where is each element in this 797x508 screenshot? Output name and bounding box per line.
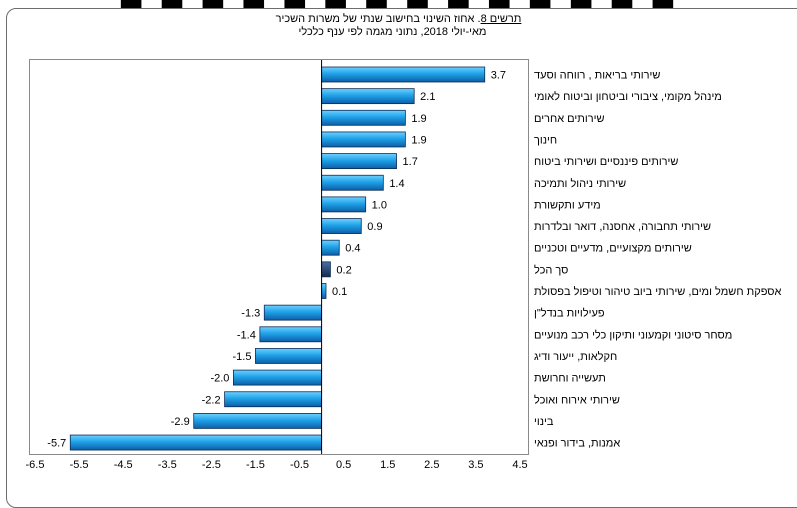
bar bbox=[255, 348, 322, 364]
x-tick-label: 4.5 bbox=[512, 459, 527, 470]
category-label: אמנות, בידור ופנאי bbox=[534, 438, 620, 450]
value-label: 0.9 bbox=[367, 221, 382, 233]
bar bbox=[321, 88, 415, 105]
category-label: שירותי תחבורה, אחסנה, דואר ובלדרות bbox=[534, 220, 711, 233]
x-tick-label: -3.5 bbox=[158, 459, 177, 470]
value-label: 0.2 bbox=[336, 264, 351, 276]
bar bbox=[321, 66, 486, 83]
value-label: 1.9 bbox=[411, 113, 426, 125]
x-tick-label: -4.5 bbox=[114, 459, 133, 470]
x-axis-ticks-layer: -6.5 -5.5 -4.5 -3.5 -2.5 -1.5 -0.5 0.5 1.5 2.5 3.5… bbox=[26, 459, 528, 470]
x-tick-label: 0.5 bbox=[336, 459, 351, 470]
bar-total bbox=[321, 261, 331, 278]
category-label: מסחר סיטוני וקמעוני ותיקון כלי רכב מנועי… bbox=[534, 328, 732, 341]
category-label: פעילויות בנדל"ן bbox=[534, 307, 605, 320]
x-tick-label: -0.5 bbox=[290, 459, 309, 470]
cropped-heading-fragment: ■ ■ ■ ■ ■ ■ ■ ■ ■ ■ ■ ■ ■ ■ bbox=[0, 0, 797, 11]
bar bbox=[321, 174, 384, 191]
bar bbox=[321, 283, 327, 299]
bar bbox=[321, 196, 367, 213]
category-labels-layer: שירותי בריאות , רווחה וסעד מינהל מקומי, צ… bbox=[534, 70, 782, 450]
value-label: -2.2 bbox=[202, 394, 221, 406]
value-label: 1.0 bbox=[372, 199, 387, 211]
bars-layer bbox=[69, 60, 486, 454]
category-label: מידע ותקשורת bbox=[534, 199, 601, 211]
category-label: אספקת חשמל ומים, שירותי ביוב טיהור וטיפו… bbox=[534, 285, 782, 298]
bar bbox=[321, 109, 406, 126]
value-labels-layer: 3.7 2.1 1.9 1.9 1.7 1.41.0 0.9 0.4 0.2 0.1 -1.3 -1.… bbox=[47, 70, 506, 450]
value-label: -2.0 bbox=[210, 373, 229, 385]
category-label: מינהל מקומי, ציבורי וביטחון וביטוח לאומי bbox=[534, 90, 722, 103]
value-label: -1.5 bbox=[232, 351, 251, 363]
category-label: סך הכל bbox=[534, 263, 568, 276]
x-tick-label: 1.5 bbox=[380, 459, 395, 470]
bar-chart: 3.7 2.1 1.9 1.9 1.7 1.41.0 0.9 0.4 0.2 0.1 -1.3 -1.… bbox=[26, 60, 782, 470]
bar bbox=[321, 153, 397, 170]
value-label: 1.4 bbox=[389, 178, 404, 190]
bar bbox=[321, 239, 340, 256]
category-label: שירותי ניהול ותמיכה bbox=[534, 177, 626, 190]
category-label: שירותים מקצועיים, מדעיים וטכניים bbox=[534, 243, 692, 255]
x-tick-label: 3.5 bbox=[468, 459, 483, 470]
value-label: 0.1 bbox=[332, 286, 347, 298]
bar bbox=[233, 369, 322, 386]
value-label: 0.4 bbox=[345, 243, 360, 255]
x-tick-label: -2.5 bbox=[202, 459, 221, 470]
bar bbox=[321, 131, 406, 148]
chart-title-block: תרשים 8. אחוז השינוי בחישוב שנתי של משרו… bbox=[0, 13, 797, 39]
chart-subtitle: מאי-יולי 2018, נתוני מגמה לפי ענף כלכלי bbox=[298, 26, 487, 38]
chart-title: . אחוז השינוי בחישוב שנתי של משרות השכיר bbox=[275, 13, 481, 25]
category-label: שירותי בריאות , רווחה וסעד bbox=[534, 70, 660, 82]
value-label: -1.3 bbox=[241, 308, 260, 320]
category-label: חקלאות, ייעור ודיג bbox=[534, 350, 617, 363]
value-label: 1.9 bbox=[411, 134, 426, 146]
value-label: 3.7 bbox=[491, 70, 506, 82]
figure-number: תרשים 8 bbox=[480, 13, 522, 25]
x-tick-label: -6.5 bbox=[26, 459, 45, 470]
x-tick-label: -1.5 bbox=[246, 459, 265, 470]
bar bbox=[69, 434, 322, 451]
plot-area bbox=[29, 59, 529, 455]
category-label: שירותים פיננסיים ושירותי ביטוח bbox=[534, 156, 678, 168]
bar bbox=[259, 326, 322, 343]
bar bbox=[263, 304, 322, 321]
chart-title-line: תרשים 8. אחוז השינוי בחישוב שנתי של משרו… bbox=[0, 13, 797, 26]
bar bbox=[193, 412, 322, 429]
value-label: 1.7 bbox=[403, 156, 418, 168]
x-tick-label: 2.5 bbox=[424, 459, 439, 470]
category-label: חינוך bbox=[534, 134, 557, 146]
bar bbox=[321, 218, 362, 234]
value-label: -1.4 bbox=[237, 329, 256, 341]
bar bbox=[224, 391, 322, 408]
category-label: בינוי bbox=[534, 416, 554, 428]
x-tick-label: -5.5 bbox=[70, 459, 89, 470]
value-label: -2.9 bbox=[171, 416, 190, 428]
category-label: שירותי אירוח ואוכל bbox=[534, 393, 620, 406]
category-label: שירותים אחרים bbox=[534, 113, 605, 125]
category-label: תעשייה וחרושת bbox=[534, 373, 606, 385]
value-label: 2.1 bbox=[420, 91, 435, 103]
value-label: -5.7 bbox=[47, 438, 66, 450]
